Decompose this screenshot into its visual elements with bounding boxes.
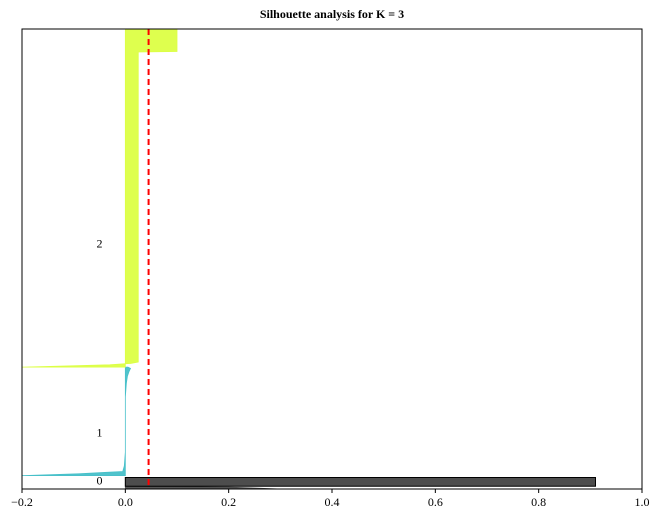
clusters-layer: 0 1 2 [21,28,596,490]
axes-frame [21,28,643,490]
x-tick-label: 0.2 [221,495,236,509]
x-tick-label: 0.8 [531,495,546,509]
x-tick-label: 1.0 [635,495,650,509]
cluster-1: 1 [21,366,132,477]
cluster-1-silhouette [21,366,132,477]
cluster-label-0: 0 [97,473,103,487]
x-tick-label: 0.4 [325,495,340,509]
cluster-label-1: 1 [97,425,103,439]
chart-title: Silhouette analysis for K = 3 [260,7,404,21]
x-tick-label: 0.6 [428,495,443,509]
x-ticks: −0.2 0.0 0.2 0.4 0.6 0.8 1.0 [11,489,650,509]
x-tick-label: 0.0 [118,495,133,509]
cluster-2: 2 [21,28,178,368]
cluster-0-bar [124,477,596,487]
x-tick-label: −0.2 [11,495,33,509]
cluster-2-silhouette [21,28,178,368]
cluster-label-2: 2 [97,236,103,250]
cluster-0: 0 [97,473,596,490]
